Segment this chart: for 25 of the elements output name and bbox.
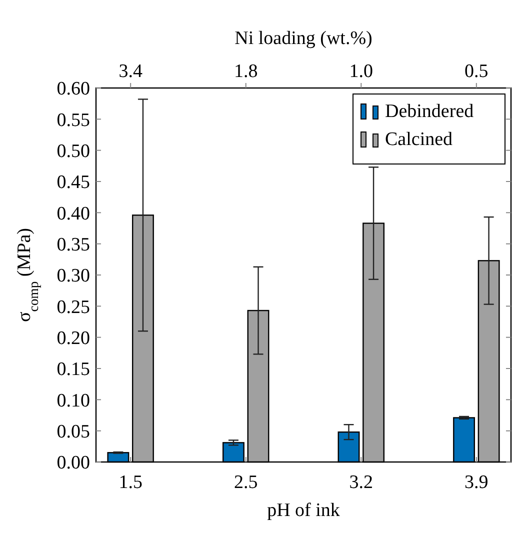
y-tick-label: 0.55: [56, 110, 90, 131]
y-tick-label: 0.20: [56, 328, 90, 349]
x2-axis-title: Ni loading (wt.%): [234, 28, 372, 49]
legend-label: Debindered: [385, 101, 474, 122]
text: 0.5: [464, 61, 488, 82]
text: 1.0: [349, 61, 374, 82]
y-tick-label: 0.45: [56, 172, 90, 194]
x-axis-title: pH of ink: [267, 500, 340, 521]
x-tick-label: 3.9: [464, 472, 488, 493]
y-tick-label: 0.05: [56, 421, 90, 442]
y-tick-label: 0.25: [56, 296, 90, 318]
y-tick-label: 0.10: [56, 390, 90, 412]
x-tick-label: 2.5: [234, 472, 258, 493]
y-tick-label: 0.30: [56, 266, 90, 287]
y-tick-label: 0.35: [56, 234, 90, 256]
text: 1.8: [234, 61, 258, 82]
text: 3.4: [118, 61, 143, 82]
y-tick-label: 0.00: [56, 452, 90, 474]
y-tick-label: 0.60: [56, 78, 90, 100]
x-tick-label: 3.2: [349, 472, 374, 493]
legend-label: Calcined: [385, 129, 454, 150]
y-tick-label: 0.40: [56, 203, 90, 224]
y-tick-label: 0.15: [56, 359, 90, 380]
x-tick-label: 1.5: [118, 472, 142, 493]
y-tick-label: 0.50: [56, 140, 90, 162]
